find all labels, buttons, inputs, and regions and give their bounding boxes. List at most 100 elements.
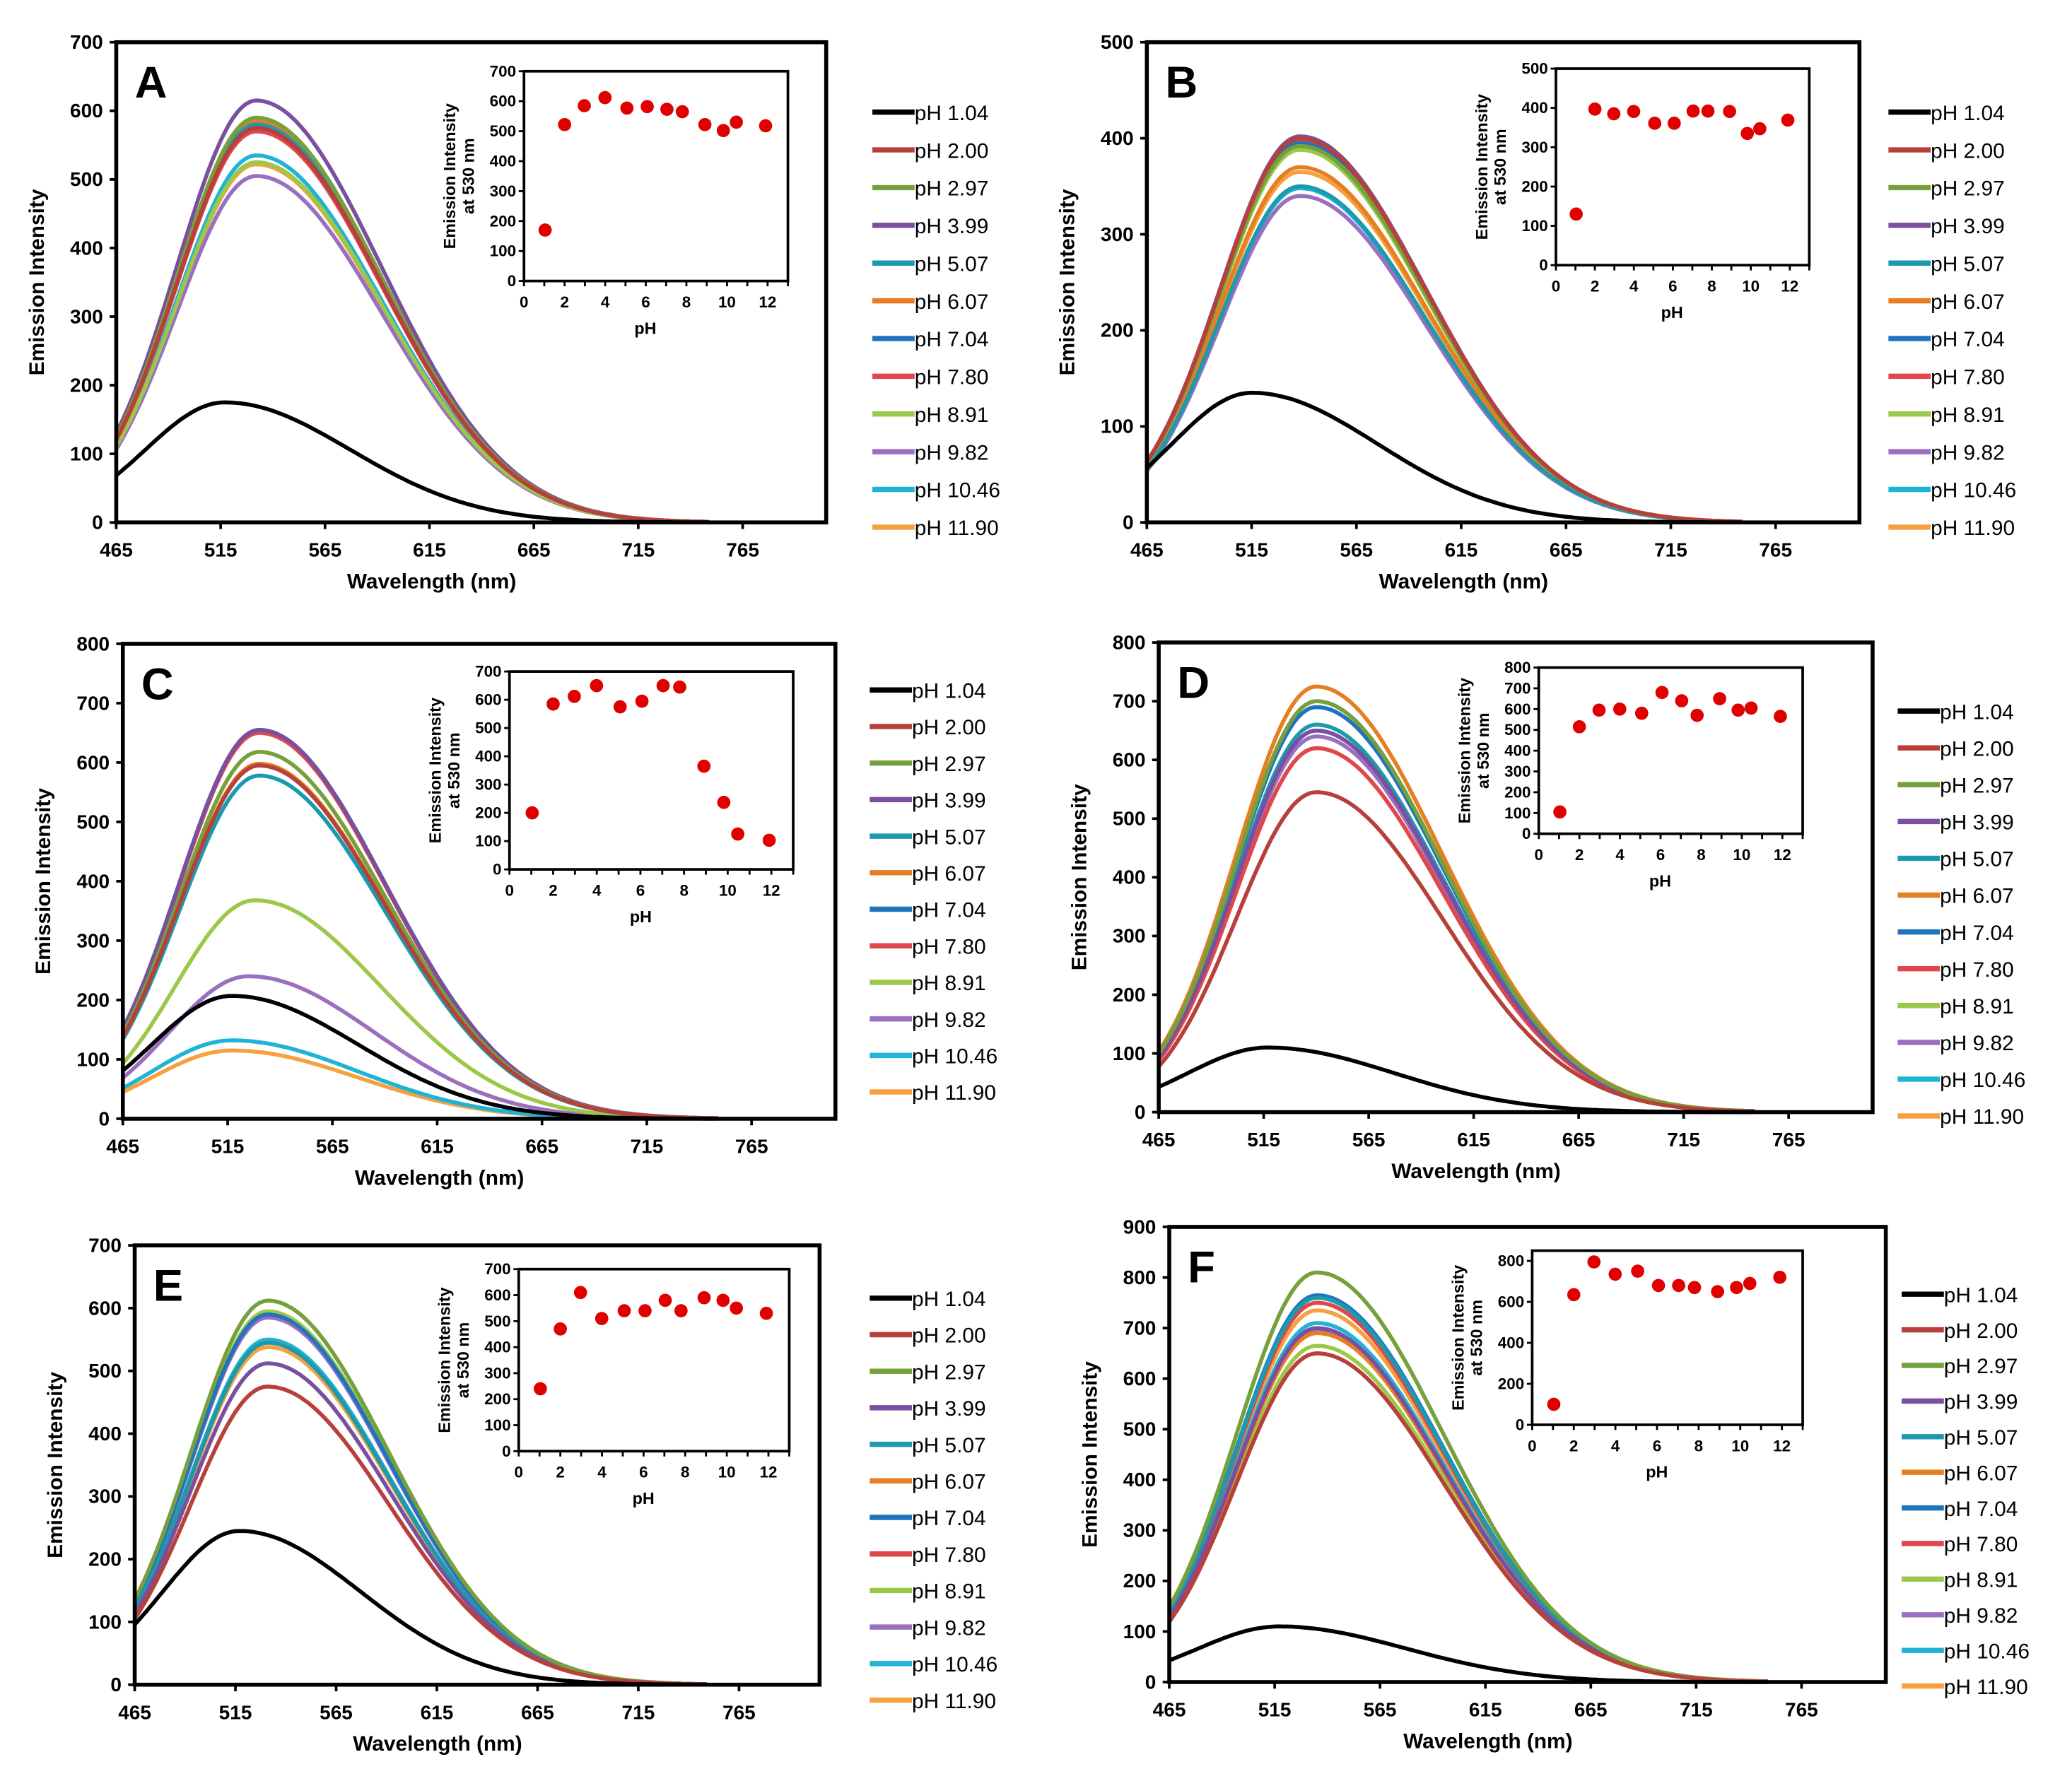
x-tick-label: 515 <box>211 1135 245 1157</box>
inset-data-point <box>613 700 627 714</box>
inset-data-point <box>640 100 654 114</box>
legend-label: pH 1.04 <box>915 102 989 125</box>
legend-item: pH 7.80 <box>872 366 988 389</box>
inset-x-tick-label: 2 <box>560 293 568 311</box>
inset-y-axis-label: at 530 nm <box>454 1322 472 1399</box>
legend-label: pH 9.82 <box>1944 1604 2018 1628</box>
legend-item: pH 3.99 <box>1888 215 2005 238</box>
inset-data-point <box>1687 1281 1702 1295</box>
legend-label: pH 1.04 <box>1944 1283 2018 1307</box>
inset-x-tick-label: 12 <box>1781 278 1798 295</box>
inset-y-tick-label: 0 <box>493 861 501 878</box>
inset-y-tick-label: 200 <box>1498 1375 1524 1392</box>
y-tick-label: 100 <box>1123 1621 1157 1642</box>
y-tick-label: 300 <box>70 305 103 327</box>
inset-data-point <box>620 101 634 115</box>
inset-y-tick-label: 400 <box>1504 742 1530 760</box>
inset-data-point <box>1744 701 1758 715</box>
inset-data-point <box>525 806 539 820</box>
inset-data-point <box>1781 113 1795 127</box>
y-tick-label: 300 <box>1123 1520 1157 1541</box>
legend-label: pH 11.90 <box>912 1081 996 1105</box>
legend-label: pH 9.82 <box>1940 1032 2014 1055</box>
x-tick-label: 715 <box>1667 1129 1700 1151</box>
legend-label: pH 2.00 <box>912 1324 986 1348</box>
inset-y-tick-label: 500 <box>475 719 501 737</box>
legend-item: pH 6.07 <box>870 862 986 886</box>
legend-item: pH 11.90 <box>870 1081 996 1105</box>
inset-data-point <box>1567 1288 1581 1302</box>
inset-data-point <box>546 697 560 711</box>
inset-y-tick-label: 200 <box>490 212 516 230</box>
inset-x-tick-label: 0 <box>515 1464 523 1481</box>
legend-label: pH 7.80 <box>912 1544 986 1567</box>
legend-label: pH 10.46 <box>912 1653 997 1676</box>
y-tick-label: 0 <box>99 1107 110 1129</box>
x-tick-label: 615 <box>413 539 446 561</box>
x-tick-label: 765 <box>1759 539 1792 561</box>
y-tick-label: 100 <box>76 1048 110 1070</box>
y-tick-label: 400 <box>76 870 110 892</box>
inset-data-point <box>538 223 552 237</box>
legend-label: pH 11.90 <box>1931 517 2015 540</box>
y-tick-label: 0 <box>92 512 103 534</box>
legend-item: pH 7.04 <box>1902 1498 2018 1521</box>
inset-data-point <box>697 1291 711 1305</box>
inset-x-tick-label: 6 <box>1656 846 1665 864</box>
legend-item: pH 6.07 <box>870 1471 986 1494</box>
legend-label: pH 9.82 <box>915 441 989 464</box>
inset-x-tick-label: 2 <box>1591 278 1599 295</box>
legend-item: pH 8.91 <box>870 1580 986 1604</box>
legend-item: pH 7.80 <box>870 1544 986 1567</box>
inset-y-tick-label: 400 <box>490 152 516 170</box>
y-tick-label: 0 <box>1135 1101 1146 1123</box>
inset-y-tick-label: 100 <box>490 242 516 260</box>
legend-item: pH 8.91 <box>872 404 988 427</box>
series-line <box>133 1385 707 1686</box>
inset-y-axis-label: at 530 nm <box>1491 129 1509 205</box>
legend-item: pH 10.46 <box>1888 479 2016 502</box>
legend-item: pH 6.07 <box>1902 1462 2018 1485</box>
legend-item: pH 6.07 <box>872 290 988 314</box>
y-tick-label: 500 <box>1101 31 1134 53</box>
y-tick-label: 300 <box>76 929 110 951</box>
x-tick-label: 715 <box>1680 1699 1713 1721</box>
x-axis-label: Wavelength (nm) <box>1391 1160 1560 1183</box>
series-line <box>1167 1351 1768 1684</box>
x-tick-label: 765 <box>726 539 759 561</box>
legend-item: pH 10.46 <box>1902 1640 2030 1663</box>
y-axis-label: Emission Intensity <box>1056 189 1079 375</box>
inset-x-tick-label: 8 <box>1695 1437 1703 1454</box>
x-tick-label: 615 <box>421 1701 454 1723</box>
inset-y-tick-label: 700 <box>484 1260 510 1278</box>
x-tick-label: 515 <box>1235 539 1268 561</box>
inset-data-point <box>1634 706 1649 720</box>
legend-item: pH 2.00 <box>1888 139 2005 163</box>
inset-y-axis-label: at 530 nm <box>1467 1300 1485 1376</box>
x-tick-label: 565 <box>308 539 341 561</box>
inset-y-axis-label: Emission Intensity <box>440 103 459 249</box>
y-tick-label: 900 <box>1123 1216 1157 1238</box>
inset-y-tick-label: 600 <box>484 1286 510 1304</box>
legend-label: pH 2.00 <box>915 139 989 163</box>
inset-y-tick-label: 400 <box>1521 99 1547 117</box>
inset-x-axis-label: pH <box>633 1489 655 1507</box>
inset-data-point <box>1587 1255 1601 1269</box>
x-tick-label: 465 <box>1142 1129 1176 1151</box>
legend-label: pH 2.00 <box>1944 1319 2018 1343</box>
inset-y-tick-label: 500 <box>484 1312 510 1330</box>
legend-label: pH 8.91 <box>912 1580 986 1604</box>
legend-label: pH 1.04 <box>912 679 986 703</box>
inset-data-point <box>1713 692 1726 705</box>
legend-item: pH 1.04 <box>870 679 986 703</box>
inset-x-tick-label: 10 <box>1733 846 1750 864</box>
legend-item: pH 2.00 <box>1897 737 2014 760</box>
legend-label: pH 7.80 <box>912 935 986 958</box>
inset-data-point <box>1631 1264 1644 1278</box>
y-tick-label: 800 <box>1123 1266 1157 1288</box>
inset-data-point <box>1588 102 1602 116</box>
y-tick-label: 200 <box>1101 319 1134 341</box>
inset-y-tick-label: 0 <box>508 272 516 290</box>
inset-y-tick-label: 0 <box>1516 1416 1524 1433</box>
